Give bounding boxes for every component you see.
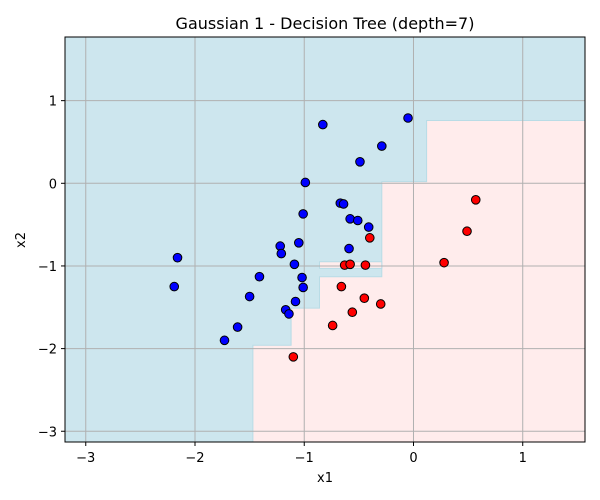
point-class-0-19 (169, 281, 180, 292)
point-class-0-10 (363, 222, 374, 232)
x-tick-label-0: −3 (76, 451, 95, 466)
x-tick-label-1: −2 (185, 451, 204, 466)
y-tick-label-2: −1 (38, 260, 57, 275)
y-tick-label-1: −2 (38, 343, 57, 358)
x-axis-label: x1 (317, 471, 333, 486)
point-class-1-1 (462, 226, 472, 237)
point-class-1-2 (364, 233, 375, 243)
point-class-0-15 (172, 252, 183, 263)
point-class-0-1 (403, 113, 413, 123)
axes-frame (64, 36, 586, 443)
x-tick-label-4: 1 (519, 451, 527, 466)
point-class-0-9 (352, 215, 363, 226)
point-class-1-6 (360, 260, 371, 270)
point-class-0-21 (244, 291, 255, 302)
point-class-0-6 (338, 199, 349, 209)
point-class-0-26 (219, 335, 230, 346)
point-class-1-10 (347, 307, 358, 318)
point-class-1-7 (336, 281, 347, 292)
point-class-0-0 (318, 119, 328, 130)
point-class-1-9 (375, 299, 386, 309)
point-class-0-7 (298, 209, 308, 219)
chart-title: Gaussian 1 - Decision Tree (depth=7) (176, 14, 475, 33)
point-class-1-12 (288, 352, 299, 362)
point-class-1-11 (327, 320, 338, 331)
point-class-0-8 (345, 214, 355, 224)
y-tick-label-4: 1 (49, 95, 57, 110)
point-class-0-4 (300, 177, 311, 188)
point-class-1-5 (345, 259, 355, 270)
point-class-0-2 (377, 141, 387, 151)
point-class-0-3 (355, 157, 365, 167)
y-tick-label-0: −3 (38, 425, 57, 440)
point-class-0-17 (289, 259, 300, 270)
point-class-0-16 (297, 272, 307, 283)
x-tick-label-3: 0 (409, 451, 417, 466)
y-tick-label-3: 0 (49, 177, 57, 192)
x-tick-label-2: −1 (295, 451, 314, 466)
point-class-0-14 (344, 243, 354, 254)
point-class-0-13 (276, 248, 287, 259)
plot-area: −3 −2 −1 0 1 −3 −2 −1 0 1 (38, 36, 586, 466)
point-class-0-25 (232, 322, 243, 332)
point-class-0-12 (293, 238, 304, 248)
point-class-0-20 (298, 282, 308, 293)
y-axis-label: x2 (14, 232, 29, 248)
point-class-0-22 (290, 296, 301, 307)
point-class-1-0 (470, 195, 481, 205)
point-class-0-18 (254, 271, 265, 282)
point-class-1-3 (439, 257, 449, 268)
point-class-0-24 (284, 309, 294, 319)
point-class-1-8 (359, 293, 370, 303)
